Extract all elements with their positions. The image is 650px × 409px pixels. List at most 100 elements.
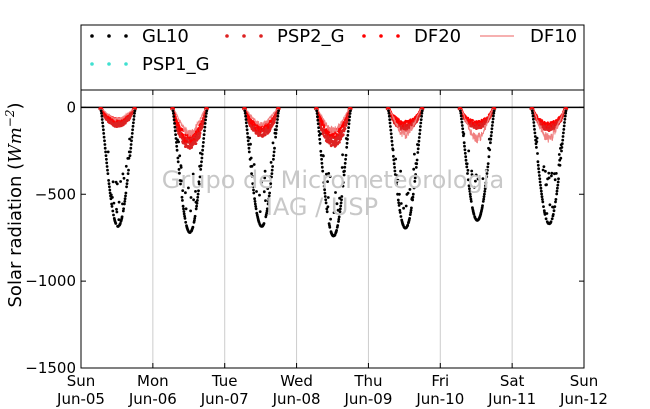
gl10-point xyxy=(343,161,347,165)
gl10-point xyxy=(255,190,258,193)
gl10-point xyxy=(536,163,540,167)
gl10-point xyxy=(468,192,472,196)
gl10-point xyxy=(336,208,340,212)
gl10-point xyxy=(272,157,275,161)
gl10-point xyxy=(394,157,398,161)
gl10-point xyxy=(486,168,489,172)
gl10-point xyxy=(247,150,251,154)
gl10-point xyxy=(271,141,275,145)
gl10-point xyxy=(415,158,419,162)
gl10-point xyxy=(418,132,422,136)
psp2-point xyxy=(338,140,341,144)
legend-marker xyxy=(90,62,94,66)
gl10-point xyxy=(474,179,477,183)
gl10-point xyxy=(175,144,179,148)
gl10-point xyxy=(486,162,490,166)
gl10-point xyxy=(549,220,553,224)
gl10-point xyxy=(100,114,104,118)
gl10-point xyxy=(251,182,255,186)
gl10-point xyxy=(538,174,541,177)
x-tick-label-day: Sun xyxy=(570,372,599,390)
gl10-point xyxy=(544,217,548,221)
gl10-point xyxy=(346,130,350,133)
gl10-point xyxy=(193,214,197,218)
gl10-point xyxy=(110,202,113,206)
gl10-point xyxy=(325,210,329,214)
gl10-point xyxy=(262,190,266,194)
gl10-point xyxy=(173,125,177,129)
gl10-point xyxy=(173,129,177,133)
gl10-point xyxy=(481,204,484,208)
gl10-point xyxy=(274,135,277,139)
gl10-point xyxy=(554,198,558,201)
gl10-point xyxy=(402,206,405,210)
gl10-point xyxy=(181,189,185,193)
gl10-point xyxy=(484,184,487,188)
gl10-point xyxy=(102,135,106,139)
gl10-point xyxy=(272,154,276,158)
watermark: Grupo de Micrometeorologia IAG / USP xyxy=(162,166,504,221)
gl10-point xyxy=(270,175,273,179)
gl10-point xyxy=(345,145,349,149)
gl10-point xyxy=(408,188,412,191)
gl10-point xyxy=(182,212,186,216)
gl10-point xyxy=(393,169,397,173)
gl10-point xyxy=(182,210,186,213)
gl10-point xyxy=(326,196,330,199)
gl10-point xyxy=(103,146,107,150)
gl10-point xyxy=(273,146,276,150)
gl10-point xyxy=(328,225,332,229)
gl10-point xyxy=(563,117,567,121)
gl10-point xyxy=(559,156,563,160)
gl10-point xyxy=(395,183,398,187)
gl10-point xyxy=(184,207,188,211)
gl10-point xyxy=(204,118,208,122)
gl10-point xyxy=(316,122,320,126)
gl10-point xyxy=(275,124,279,128)
gl10-point xyxy=(542,165,546,169)
gl10-point xyxy=(106,168,109,172)
gl10-point xyxy=(539,189,543,193)
gl10-point xyxy=(412,167,416,171)
gl10-point xyxy=(467,184,471,188)
gl10-point xyxy=(254,205,258,208)
gl10-point xyxy=(342,173,346,177)
gl10-point xyxy=(399,169,402,173)
gl10-point xyxy=(460,117,463,121)
gl10-point xyxy=(118,222,122,225)
gl10-point xyxy=(553,205,557,209)
x-tick-label-day: Sun xyxy=(67,372,96,390)
psp2-point xyxy=(194,142,198,146)
gl10-point xyxy=(320,165,324,169)
gl10-point xyxy=(540,195,544,199)
gl10-point xyxy=(397,204,401,207)
gl10-point xyxy=(489,137,493,141)
gl10-point xyxy=(545,183,548,187)
gl10-point xyxy=(404,204,408,208)
gl10-point xyxy=(275,128,278,132)
df10-line xyxy=(99,109,136,122)
gl10-point xyxy=(417,139,421,143)
gl10-point xyxy=(410,206,413,210)
gl10-point xyxy=(103,139,106,143)
gl10-point xyxy=(114,222,118,225)
gl10-point xyxy=(399,202,403,205)
gl10-point xyxy=(465,165,469,169)
gl10-point xyxy=(485,175,489,179)
x-tick-label-date: Jun-08 xyxy=(272,390,321,408)
gl10-point xyxy=(105,165,109,168)
gl10-point xyxy=(125,185,128,189)
gl10-point xyxy=(133,109,137,113)
gl10-point xyxy=(131,128,135,132)
gl10-point xyxy=(180,179,184,183)
gl10-point xyxy=(269,185,272,189)
gl10-point xyxy=(172,118,176,122)
legend-marker xyxy=(124,34,128,38)
gl10-point xyxy=(469,195,472,199)
gl10-point xyxy=(108,185,111,189)
gl10-point xyxy=(338,196,341,200)
gl10-point xyxy=(127,156,131,160)
gl10-point xyxy=(192,198,196,202)
gl10-point xyxy=(122,207,125,211)
gl10-point xyxy=(481,200,485,203)
